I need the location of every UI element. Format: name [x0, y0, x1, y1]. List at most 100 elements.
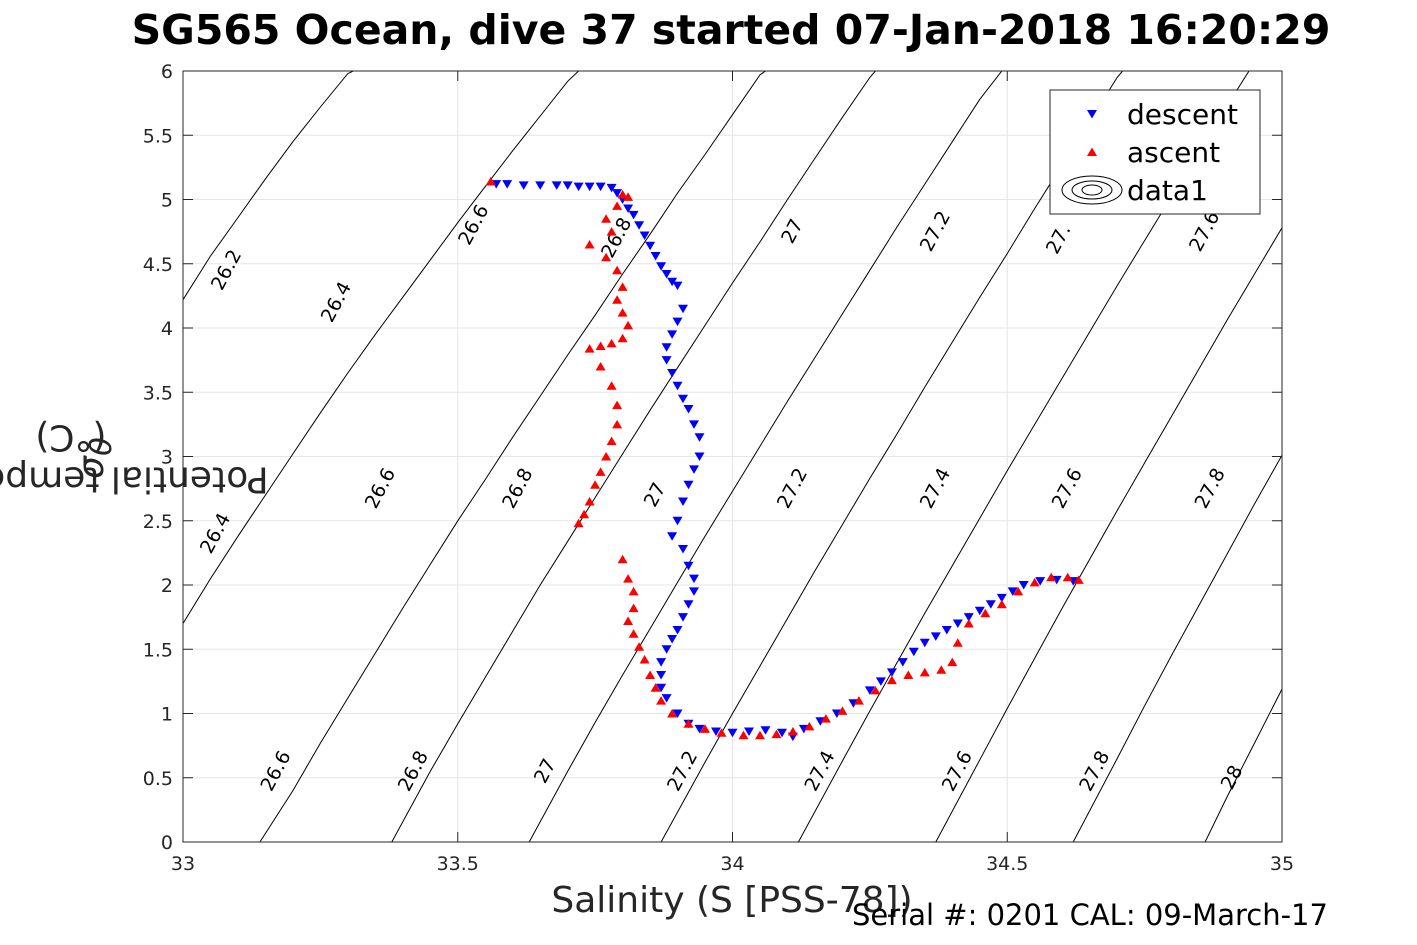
x-tick-label: 34 [720, 853, 744, 875]
ascent-point [787, 727, 798, 736]
ascent-point [584, 344, 595, 353]
ascent-point [623, 574, 634, 583]
descent-point [694, 724, 705, 734]
ascent-point [579, 509, 590, 519]
descent-point [678, 497, 688, 506]
descent-point [518, 181, 529, 190]
descent-point [634, 221, 645, 230]
descent-point [886, 668, 897, 677]
ascent-point [606, 381, 617, 390]
descent-point [661, 645, 672, 654]
ascent-point [755, 730, 765, 740]
descent-point [678, 613, 688, 622]
ascent-point [612, 295, 623, 304]
contour-line [183, 71, 579, 624]
ascent-point [623, 320, 634, 330]
descent-point [996, 593, 1007, 603]
descent-point [777, 728, 787, 738]
data-series [485, 177, 1084, 742]
descent-point [584, 182, 595, 192]
y-tick-label: 3 [161, 447, 173, 469]
descent-point [661, 270, 672, 279]
y-axis-label-unit: (°C) [35, 416, 107, 458]
descent-point [919, 638, 930, 648]
descent-point [985, 600, 996, 609]
ascent-point [485, 177, 496, 186]
ascent-point [612, 201, 623, 210]
y-tick-label: 2.5 [143, 511, 173, 533]
legend-contour-icon [1061, 175, 1123, 205]
y-tick-label: 5 [161, 190, 173, 212]
ascent-point [606, 338, 617, 348]
descent-point [650, 252, 661, 261]
ascent-point [656, 696, 667, 705]
ascent-point [804, 721, 815, 731]
contour-labels: 26.226.426.426.626.626.626.826.826.82727… [196, 201, 1248, 795]
descent-point [689, 574, 699, 584]
ascent-point [628, 629, 639, 638]
descent-point [656, 671, 667, 680]
chart-title: SG565 Ocean, dive 37 started 07-Jan-2018… [131, 6, 1331, 54]
descent-point [760, 726, 771, 735]
contour-line [1204, 688, 1282, 842]
ascent-point [645, 670, 656, 679]
ascent-point [936, 665, 947, 674]
descent-point [963, 613, 974, 622]
y-tick-label: 4.5 [143, 254, 173, 276]
descent-point [952, 619, 963, 628]
descent-point [667, 532, 678, 541]
descent-point [535, 181, 546, 190]
descent-point [672, 381, 683, 391]
descent-point [661, 694, 672, 703]
y-axis-label-main: Potential temperature [0, 458, 269, 500]
ascent-point [584, 497, 595, 506]
y-tick-label: 1.5 [143, 639, 173, 661]
descent-point [689, 465, 699, 474]
descent-point [672, 281, 683, 291]
descent-point [672, 709, 683, 718]
descent-point [606, 183, 617, 193]
descent-point [678, 394, 688, 404]
descent-point [694, 433, 705, 442]
ascent-point [667, 709, 678, 718]
ascent-point [1029, 577, 1040, 587]
descent-point [562, 181, 573, 190]
descent-point [656, 262, 667, 271]
ascent-point [612, 400, 623, 410]
contour-line [259, 71, 766, 842]
x-axis-label: Salinity (S [PSS-78]) [551, 880, 913, 921]
descent-point [875, 677, 886, 686]
series-descent [491, 180, 1079, 742]
ascent-point [700, 724, 710, 733]
ascent-point [617, 333, 628, 343]
descent-point [672, 317, 683, 327]
ascent-point [683, 719, 694, 728]
descent-point [667, 635, 678, 644]
ascent-point [947, 657, 958, 667]
ascent-point [1062, 572, 1073, 582]
ascent-point [595, 341, 606, 350]
descent-point [689, 587, 699, 596]
y-tick-label: 0.5 [143, 768, 173, 790]
descent-point [683, 405, 694, 414]
descent-point [645, 241, 656, 251]
descent-point [672, 516, 683, 526]
descent-point [1035, 577, 1046, 586]
descent-point [683, 480, 694, 490]
y-tick-label: 4 [161, 318, 173, 340]
ascent-point [738, 730, 749, 740]
ascent-point [1073, 575, 1084, 584]
ascent-point [952, 638, 963, 647]
y-tick-label: 6 [161, 61, 173, 83]
descent-point [661, 343, 672, 352]
x-tick-label: 34.5 [986, 853, 1028, 875]
ascent-point [886, 675, 897, 685]
descent-point [661, 356, 672, 365]
descent-point [689, 420, 699, 429]
x-tick-label: 33.5 [437, 853, 479, 875]
contour-line [935, 227, 1282, 842]
density-contours [183, 71, 1282, 842]
ascent-point [601, 252, 612, 262]
